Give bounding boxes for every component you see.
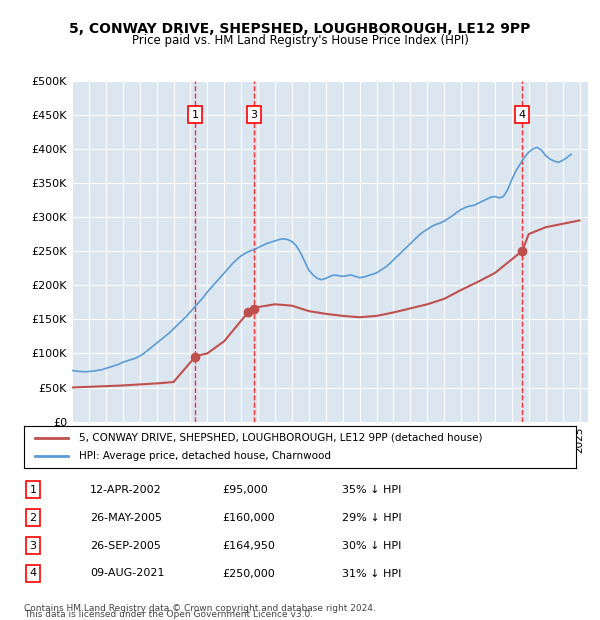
- Text: 3: 3: [250, 110, 257, 120]
- Text: 2: 2: [29, 513, 37, 523]
- Text: £250,000: £250,000: [222, 569, 275, 578]
- Text: HPI: Average price, detached house, Charnwood: HPI: Average price, detached house, Char…: [79, 451, 331, 461]
- Text: 31% ↓ HPI: 31% ↓ HPI: [342, 569, 401, 578]
- Text: 4: 4: [29, 569, 37, 578]
- Text: Price paid vs. HM Land Registry's House Price Index (HPI): Price paid vs. HM Land Registry's House …: [131, 34, 469, 47]
- Text: 1: 1: [29, 485, 37, 495]
- Text: Contains HM Land Registry data © Crown copyright and database right 2024.: Contains HM Land Registry data © Crown c…: [24, 603, 376, 613]
- Text: 5, CONWAY DRIVE, SHEPSHED, LOUGHBOROUGH, LE12 9PP (detached house): 5, CONWAY DRIVE, SHEPSHED, LOUGHBOROUGH,…: [79, 433, 482, 443]
- Text: 3: 3: [29, 541, 37, 551]
- Text: 12-APR-2002: 12-APR-2002: [90, 485, 162, 495]
- Text: This data is licensed under the Open Government Licence v3.0.: This data is licensed under the Open Gov…: [24, 609, 313, 619]
- Text: 30% ↓ HPI: 30% ↓ HPI: [342, 541, 401, 551]
- Text: 09-AUG-2021: 09-AUG-2021: [90, 569, 164, 578]
- Text: 35% ↓ HPI: 35% ↓ HPI: [342, 485, 401, 495]
- Text: £160,000: £160,000: [222, 513, 275, 523]
- Text: 26-MAY-2005: 26-MAY-2005: [90, 513, 162, 523]
- Text: 29% ↓ HPI: 29% ↓ HPI: [342, 513, 401, 523]
- Text: 1: 1: [191, 110, 199, 120]
- Text: £95,000: £95,000: [222, 485, 268, 495]
- Text: 5, CONWAY DRIVE, SHEPSHED, LOUGHBOROUGH, LE12 9PP: 5, CONWAY DRIVE, SHEPSHED, LOUGHBOROUGH,…: [70, 22, 530, 36]
- Text: 26-SEP-2005: 26-SEP-2005: [90, 541, 161, 551]
- Text: £164,950: £164,950: [222, 541, 275, 551]
- Text: 4: 4: [518, 110, 526, 120]
